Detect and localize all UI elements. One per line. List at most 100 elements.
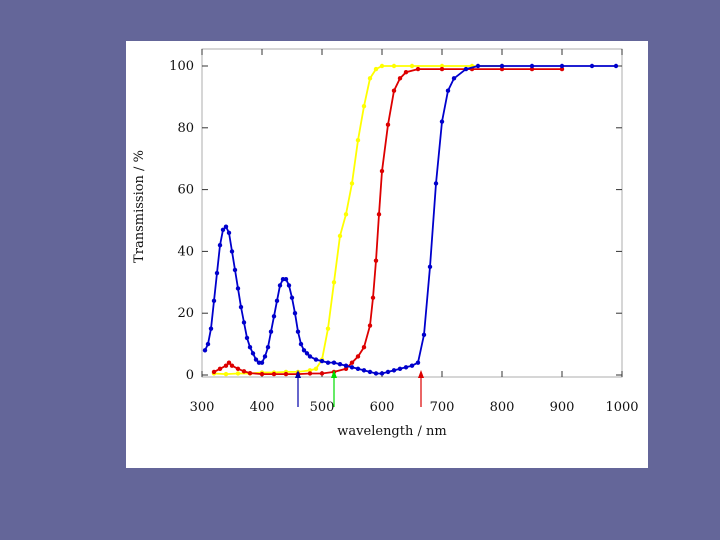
data-point	[373, 66, 379, 72]
y-tick-labels: 0 20 40 60 80 100	[169, 59, 194, 383]
data-point	[307, 371, 313, 376]
x-tick-label: 1000	[605, 400, 638, 415]
data-point	[439, 63, 445, 69]
data-point	[331, 280, 337, 285]
data-point	[403, 69, 409, 75]
data-point	[223, 363, 229, 368]
data-point	[202, 348, 208, 353]
data-point	[307, 368, 313, 373]
data-point	[343, 366, 349, 372]
data-point	[271, 314, 277, 319]
data-point	[289, 295, 295, 300]
data-point	[274, 298, 280, 304]
data-point	[247, 370, 253, 376]
data-point	[307, 354, 313, 359]
data-point	[277, 283, 283, 288]
data-point	[244, 335, 250, 341]
y-tick-label: 20	[177, 306, 194, 321]
data-point	[529, 66, 535, 72]
data-point	[589, 63, 595, 69]
data-point	[208, 326, 214, 331]
data-point	[214, 270, 220, 276]
data-point	[253, 357, 259, 362]
data-point	[283, 277, 289, 282]
data-point	[445, 88, 451, 93]
data-point	[343, 212, 349, 217]
y-tick-label: 60	[177, 183, 194, 198]
data-point	[409, 363, 415, 368]
data-point	[226, 230, 232, 236]
arrow-head	[418, 370, 424, 378]
data-point	[295, 329, 301, 334]
data-point	[271, 371, 277, 377]
x-tick-labels: 300 400 500 600 700 800 900 1000	[190, 400, 639, 415]
plot-frame	[201, 48, 623, 378]
data-point	[385, 122, 391, 127]
data-point	[349, 365, 355, 370]
cutoff-arrow	[295, 370, 301, 407]
data-point	[220, 227, 226, 232]
x-tick-label: 700	[430, 400, 455, 415]
data-point	[403, 365, 409, 370]
data-point	[319, 358, 325, 364]
data-point	[367, 323, 373, 328]
x-tick-label: 600	[370, 400, 395, 415]
data-point	[433, 181, 439, 186]
data-point	[250, 351, 256, 356]
arrow-head	[295, 370, 301, 378]
data-point	[301, 348, 307, 353]
y-tick-label: 80	[177, 121, 194, 136]
data-point	[451, 76, 457, 81]
series-group	[202, 63, 619, 377]
cutoff-arrow	[418, 370, 424, 407]
data-point	[259, 360, 265, 365]
data-point	[217, 366, 223, 372]
data-point	[559, 66, 565, 72]
plot-border	[201, 48, 623, 378]
data-point	[298, 341, 304, 347]
data-point	[343, 363, 349, 368]
data-point	[304, 351, 310, 356]
data-point	[379, 168, 385, 174]
data-point	[385, 369, 391, 375]
data-point	[355, 366, 361, 372]
data-point	[268, 329, 274, 334]
series-line	[213, 65, 502, 376]
data-point	[337, 233, 343, 239]
data-point	[313, 366, 319, 372]
x-axis-label: wavelength / nm	[337, 424, 446, 439]
data-point	[235, 371, 241, 376]
data-point	[373, 371, 379, 376]
data-point	[361, 344, 367, 350]
data-point	[229, 249, 235, 254]
x-tick-label: 300	[190, 400, 215, 415]
data-point	[319, 371, 325, 376]
data-point	[211, 298, 217, 304]
data-point	[409, 63, 415, 69]
data-point	[475, 63, 481, 69]
plot-panel: 300 400 500 600 700 800 900 1000 0 20 40 60 80 100 w…	[126, 41, 648, 468]
data-point	[613, 63, 619, 69]
data-point	[226, 360, 232, 365]
data-point	[283, 371, 289, 377]
data-point	[391, 63, 397, 69]
data-point	[286, 283, 292, 288]
arrow-head	[331, 370, 337, 378]
data-point	[238, 304, 244, 310]
data-point	[463, 66, 469, 72]
data-point	[361, 103, 367, 109]
data-point	[361, 368, 367, 373]
series-3	[202, 63, 619, 376]
data-point	[247, 344, 253, 350]
transmission-chart: 300 400 500 600 700 800 900 1000 0 20 40 60 80 100 w…	[132, 48, 639, 439]
y-axis-label: Transmission / %	[132, 150, 147, 263]
data-point	[367, 369, 373, 375]
data-point	[415, 360, 421, 365]
data-point	[265, 344, 271, 350]
y-tick-label: 40	[177, 244, 194, 259]
series-line	[213, 68, 562, 375]
data-point	[259, 371, 265, 377]
data-point	[397, 366, 403, 372]
data-point	[349, 360, 355, 365]
